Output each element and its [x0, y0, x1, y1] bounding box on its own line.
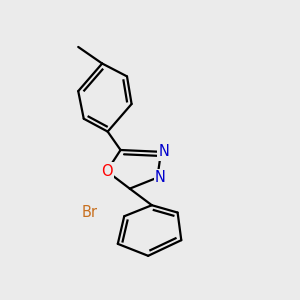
Text: N: N [155, 170, 166, 185]
Text: O: O [101, 164, 112, 179]
Text: N: N [158, 144, 169, 159]
Text: Br: Br [81, 205, 97, 220]
